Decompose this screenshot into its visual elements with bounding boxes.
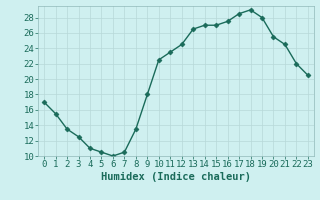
X-axis label: Humidex (Indice chaleur): Humidex (Indice chaleur) — [101, 172, 251, 182]
